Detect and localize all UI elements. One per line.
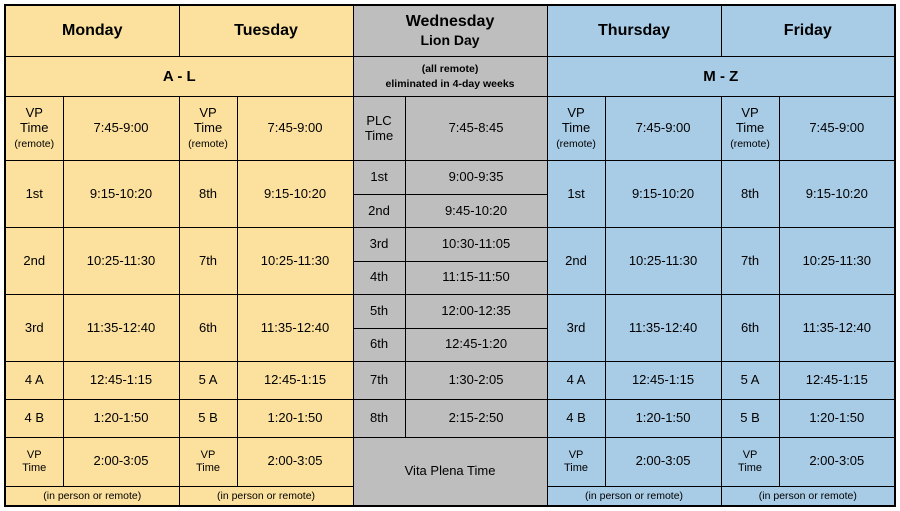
wed-r5-t: 12:00-12:35 (405, 295, 547, 328)
group-a-l: A - L (5, 56, 353, 96)
tue-vp2-label: VPTime (179, 437, 237, 486)
tue-r1-p: 8th (179, 161, 237, 228)
tue-r5-p: 5 B (179, 399, 237, 437)
schedule-table: Monday Tuesday Wednesday Lion Day Thursd… (4, 4, 896, 507)
thu-vp1-time: 7:45-9:00 (605, 96, 721, 161)
fri-vp2-time: 2:00-3:05 (779, 437, 895, 486)
mon-r2-t: 10:25-11:30 (63, 228, 179, 295)
tue-r3-t: 11:35-12:40 (237, 295, 353, 362)
thu-r4-p: 4 A (547, 362, 605, 400)
vp-time-label: VPTime (20, 105, 48, 135)
fri-r2-p: 7th (721, 228, 779, 295)
mon-r3-t: 11:35-12:40 (63, 295, 179, 362)
tue-r5-t: 1:20-1:50 (237, 399, 353, 437)
tue-r2-t: 10:25-11:30 (237, 228, 353, 295)
tue-r2-p: 7th (179, 228, 237, 295)
wed-sub-2: eliminated in 4-day weeks (386, 78, 515, 90)
wed-r2-t: 9:45-10:20 (405, 194, 547, 227)
mon-r4-p: 4 A (5, 362, 63, 400)
mon-vp2-label: VPTime (5, 437, 63, 486)
thu-r5-p: 4 B (547, 399, 605, 437)
tue-r4-t: 12:45-1:15 (237, 362, 353, 400)
vp-remote-label: (remote) (14, 138, 54, 150)
mon-r5-t: 1:20-1:50 (63, 399, 179, 437)
wed-r8-t: 2:15-2:50 (405, 399, 547, 437)
wed-r6-t: 12:45-1:20 (405, 328, 547, 361)
mon-r1-p: 1st (5, 161, 63, 228)
wed-r3-p: 3rd (353, 228, 405, 261)
tue-vp1-time: 7:45-9:00 (237, 96, 353, 161)
tue-vp2-sub: (in person or remote) (179, 486, 353, 506)
wed-r7-p: 7th (353, 362, 405, 400)
fri-r3-t: 11:35-12:40 (779, 295, 895, 362)
fri-r5-t: 1:20-1:50 (779, 399, 895, 437)
thu-r4-t: 12:45-1:15 (605, 362, 721, 400)
wed-r1-p: 1st (353, 161, 405, 194)
mon-r1-t: 9:15-10:20 (63, 161, 179, 228)
wed-sub-1: (all remote) (422, 63, 479, 75)
wed-r1-t: 9:00-9:35 (405, 161, 547, 194)
fri-vp1-label: VPTime (remote) (721, 96, 779, 161)
mon-vp1-label: VPTime (remote) (5, 96, 63, 161)
thu-r3-p: 3rd (547, 295, 605, 362)
wed-r6-p: 6th (353, 328, 405, 361)
mon-vp1-time: 7:45-9:00 (63, 96, 179, 161)
thu-r2-p: 2nd (547, 228, 605, 295)
thu-vp1-label: VPTime (remote) (547, 96, 605, 161)
thu-r3-t: 11:35-12:40 (605, 295, 721, 362)
thu-r2-t: 10:25-11:30 (605, 228, 721, 295)
wed-r4-p: 4th (353, 261, 405, 294)
header-thursday: Thursday (547, 5, 721, 56)
header-wed-line2: Lion Day (420, 32, 479, 48)
thu-r1-p: 1st (547, 161, 605, 228)
wed-r8-p: 8th (353, 399, 405, 437)
fri-r3-p: 6th (721, 295, 779, 362)
wed-r2-p: 2nd (353, 194, 405, 227)
header-wednesday: Wednesday Lion Day (353, 5, 547, 56)
fri-vp1-time: 7:45-9:00 (779, 96, 895, 161)
fri-r1-t: 9:15-10:20 (779, 161, 895, 228)
fri-r4-p: 5 A (721, 362, 779, 400)
header-wed-line1: Wednesday (406, 13, 495, 30)
mon-vp2-sub: (in person or remote) (5, 486, 179, 506)
header-tuesday: Tuesday (179, 5, 353, 56)
thu-vp2-time: 2:00-3:05 (605, 437, 721, 486)
wed-r7-t: 1:30-2:05 (405, 362, 547, 400)
thu-vp2-label: VPTime (547, 437, 605, 486)
wed-plc-time: 7:45-8:45 (405, 96, 547, 161)
wed-r5-p: 5th (353, 295, 405, 328)
tue-vp2-time: 2:00-3:05 (237, 437, 353, 486)
fri-vp2-label: VPTime (721, 437, 779, 486)
tue-r3-p: 6th (179, 295, 237, 362)
wed-sub: (all remote) eliminated in 4-day weeks (353, 56, 547, 96)
wed-vita-plena: Vita Plena Time (353, 437, 547, 506)
fri-r1-p: 8th (721, 161, 779, 228)
wed-r4-t: 11:15-11:50 (405, 261, 547, 294)
header-monday: Monday (5, 5, 179, 56)
fri-r4-t: 12:45-1:15 (779, 362, 895, 400)
mon-vp2-time: 2:00-3:05 (63, 437, 179, 486)
mon-r5-p: 4 B (5, 399, 63, 437)
group-m-z: M - Z (547, 56, 895, 96)
thu-r5-t: 1:20-1:50 (605, 399, 721, 437)
tue-r4-p: 5 A (179, 362, 237, 400)
thu-r1-t: 9:15-10:20 (605, 161, 721, 228)
fri-r5-p: 5 B (721, 399, 779, 437)
mon-r2-p: 2nd (5, 228, 63, 295)
thu-vp2-sub: (in person or remote) (547, 486, 721, 506)
fri-vp2-sub: (in person or remote) (721, 486, 895, 506)
tue-vp1-label: VPTime (remote) (179, 96, 237, 161)
wed-r3-t: 10:30-11:05 (405, 228, 547, 261)
mon-r3-p: 3rd (5, 295, 63, 362)
tue-r1-t: 9:15-10:20 (237, 161, 353, 228)
mon-r4-t: 12:45-1:15 (63, 362, 179, 400)
fri-r2-t: 10:25-11:30 (779, 228, 895, 295)
header-friday: Friday (721, 5, 895, 56)
wed-plc-label: PLCTime (353, 96, 405, 161)
